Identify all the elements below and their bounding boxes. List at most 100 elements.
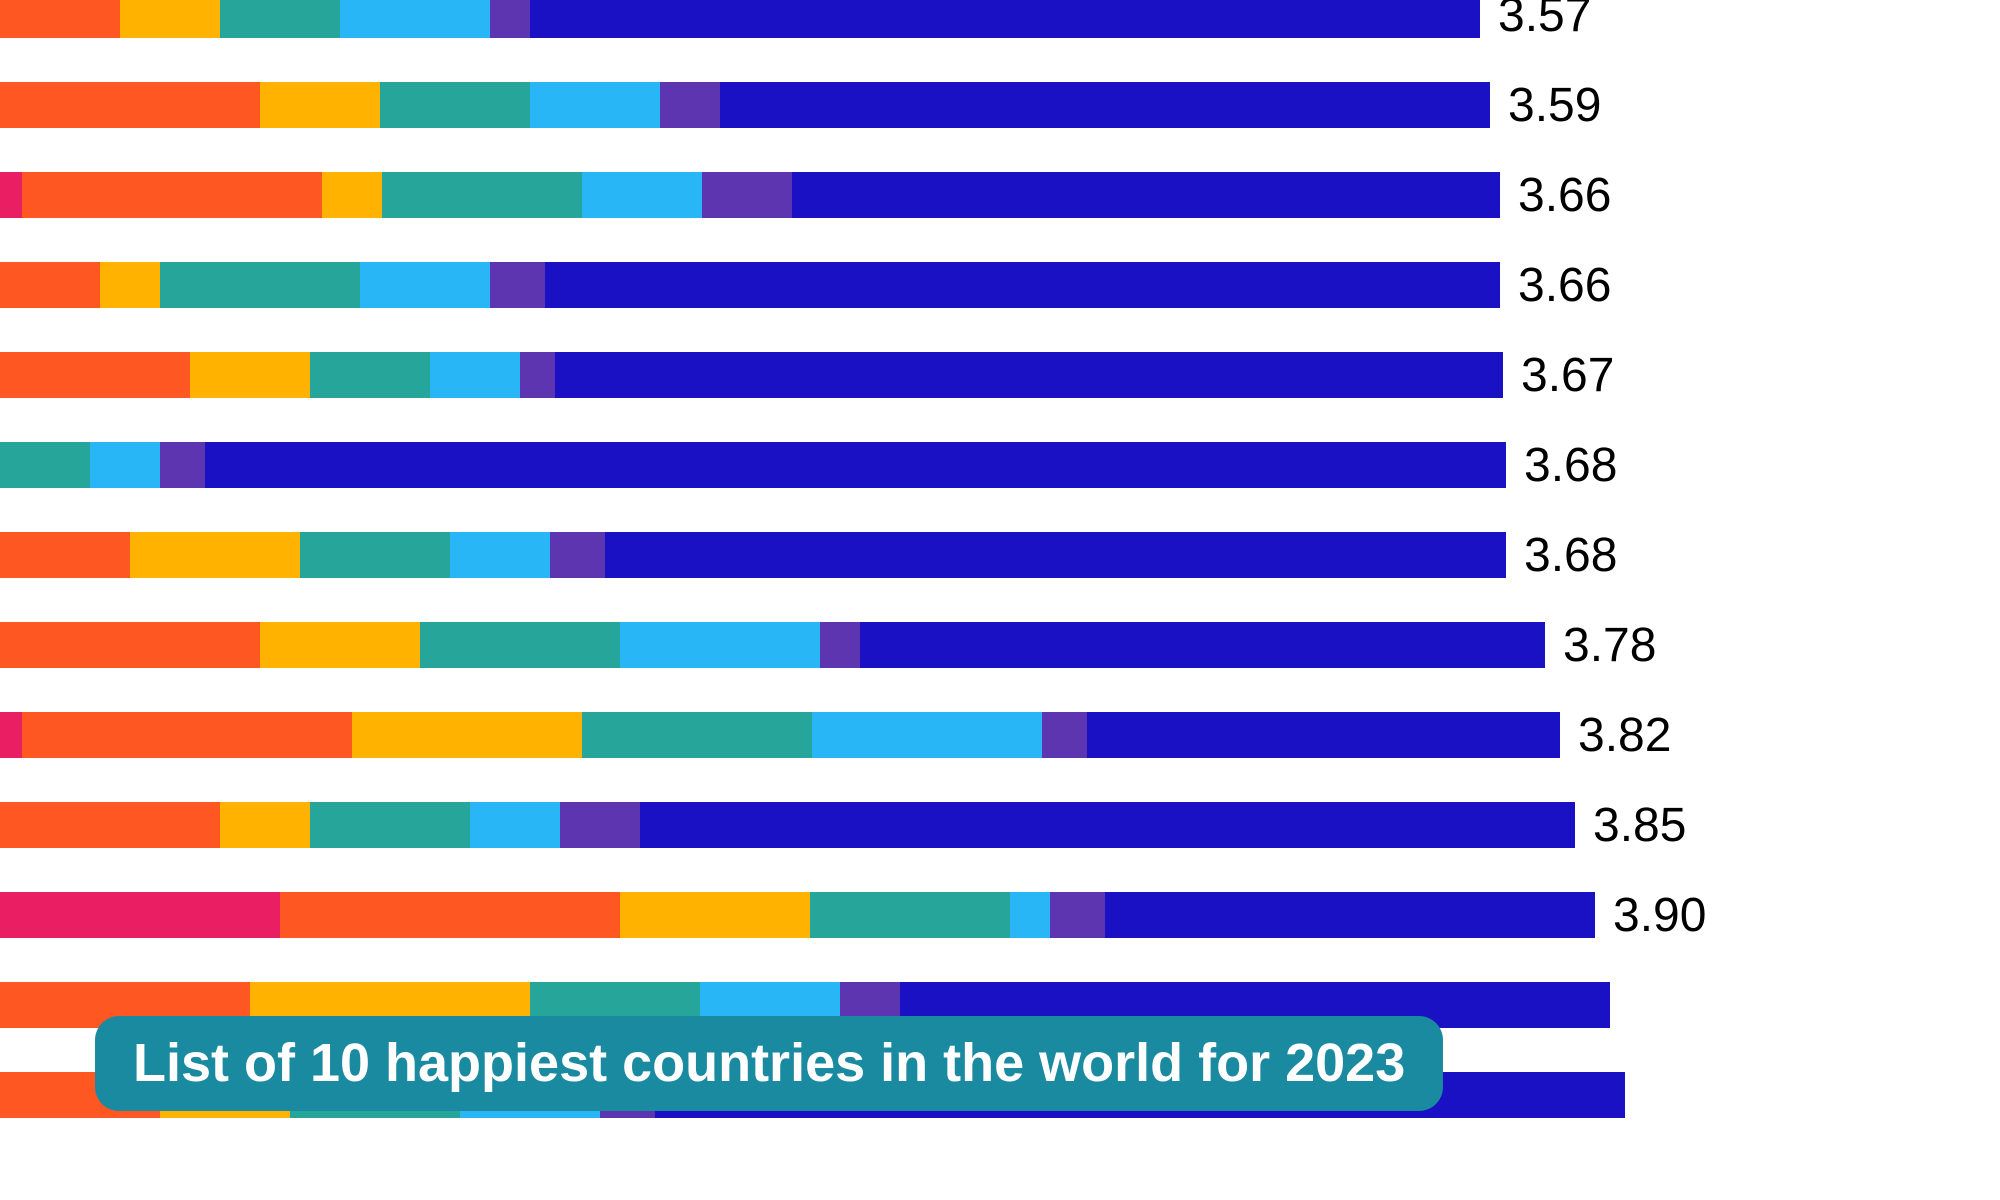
bar-value-label: 3.78 xyxy=(1563,618,1656,673)
bar-row: 3.59 xyxy=(0,82,1601,128)
bar-segment xyxy=(0,82,260,128)
stacked-bar xyxy=(0,532,1506,578)
bar-row: 3.66 xyxy=(0,172,1611,218)
bar-row: 3.57 xyxy=(0,0,1591,38)
bar-segment xyxy=(620,892,810,938)
bar-segment xyxy=(310,352,430,398)
bar-segment xyxy=(360,262,490,308)
bar-segment xyxy=(100,262,160,308)
stacked-bar xyxy=(0,0,1480,38)
bar-segment xyxy=(545,262,1500,308)
bar-segment xyxy=(470,802,560,848)
bar-row: 3.66 xyxy=(0,262,1611,308)
bar-segment xyxy=(605,532,1506,578)
bar-value-label: 3.66 xyxy=(1518,258,1611,313)
bar-segment xyxy=(1105,892,1595,938)
bar-segment xyxy=(1042,712,1087,758)
bar-segment xyxy=(1050,892,1105,938)
bar-segment xyxy=(450,532,550,578)
bar-segment xyxy=(720,82,1490,128)
bar-segment xyxy=(340,0,490,38)
bar-segment xyxy=(1010,892,1050,938)
bar-segment xyxy=(130,532,300,578)
bar-segment xyxy=(660,82,720,128)
bar-segment xyxy=(0,262,100,308)
bar-segment xyxy=(160,442,205,488)
stacked-bar xyxy=(0,712,1560,758)
bar-value-label: 3.90 xyxy=(1613,888,1706,943)
bar-segment xyxy=(190,352,310,398)
bar-segment xyxy=(0,892,280,938)
bar-segment xyxy=(220,0,340,38)
bar-segment xyxy=(1087,712,1560,758)
bar-segment xyxy=(382,172,582,218)
bar-segment xyxy=(380,82,530,128)
bar-segment xyxy=(860,622,1545,668)
stacked-bar xyxy=(0,352,1503,398)
stacked-bar xyxy=(0,622,1545,668)
bar-value-label: 3.68 xyxy=(1524,438,1617,493)
bar-segment xyxy=(90,442,160,488)
bar-segment xyxy=(120,0,220,38)
bar-value-label: 3.85 xyxy=(1593,798,1686,853)
stacked-bar xyxy=(0,82,1490,128)
bar-segment xyxy=(260,622,420,668)
bar-segment xyxy=(300,532,450,578)
bar-segment xyxy=(812,712,1042,758)
stacked-bar xyxy=(0,262,1500,308)
bar-row: 3.85 xyxy=(0,802,1686,848)
bar-segment xyxy=(430,352,520,398)
bar-row: 3.67 xyxy=(0,352,1614,398)
bar-row: 3.90 xyxy=(0,892,1706,938)
bar-value-label: 3.57 xyxy=(1498,0,1591,43)
bar-segment xyxy=(0,622,260,668)
bar-segment xyxy=(0,352,190,398)
bar-segment xyxy=(160,262,360,308)
bar-segment xyxy=(810,892,1010,938)
stacked-bar xyxy=(0,802,1575,848)
bar-segment xyxy=(520,352,555,398)
bar-row: 3.78 xyxy=(0,622,1656,668)
bar-segment xyxy=(820,622,860,668)
bar-segment xyxy=(530,0,1480,38)
bar-segment xyxy=(322,172,382,218)
bar-segment xyxy=(0,172,22,218)
bar-segment xyxy=(22,172,322,218)
bar-segment xyxy=(792,172,1500,218)
title-badge: List of 10 happiest countries in the wor… xyxy=(95,1016,1443,1111)
bar-value-label: 3.68 xyxy=(1524,528,1617,583)
bar-segment xyxy=(205,442,1506,488)
stacked-bar xyxy=(0,892,1595,938)
bar-value-label: 3.66 xyxy=(1518,168,1611,223)
bar-segment xyxy=(530,82,660,128)
bar-segment xyxy=(310,802,470,848)
bar-value-label: 3.82 xyxy=(1578,708,1671,763)
bar-segment xyxy=(0,802,220,848)
bar-segment xyxy=(490,0,530,38)
title-text: List of 10 happiest countries in the wor… xyxy=(133,1033,1405,1093)
bar-segment xyxy=(280,892,620,938)
stacked-bar xyxy=(0,172,1500,218)
bar-segment xyxy=(22,712,352,758)
bar-segment xyxy=(560,802,640,848)
bar-segment xyxy=(702,172,792,218)
bar-segment xyxy=(260,82,380,128)
bar-segment xyxy=(420,622,620,668)
bar-segment xyxy=(0,712,22,758)
bar-segment xyxy=(220,802,310,848)
bar-value-label: 3.67 xyxy=(1521,348,1614,403)
bar-row: 3.68 xyxy=(0,532,1617,578)
bar-segment xyxy=(0,442,90,488)
bar-segment xyxy=(582,712,812,758)
bar-segment xyxy=(490,262,545,308)
bar-segment xyxy=(352,712,582,758)
bar-row: 3.68 xyxy=(0,442,1617,488)
bar-value-label: 3.59 xyxy=(1508,78,1601,133)
bar-segment xyxy=(640,802,1575,848)
bar-segment xyxy=(0,0,120,38)
bar-segment xyxy=(550,532,605,578)
bar-segment xyxy=(620,622,820,668)
bar-row: 3.82 xyxy=(0,712,1671,758)
bar-segment xyxy=(0,532,130,578)
bar-segment xyxy=(582,172,702,218)
